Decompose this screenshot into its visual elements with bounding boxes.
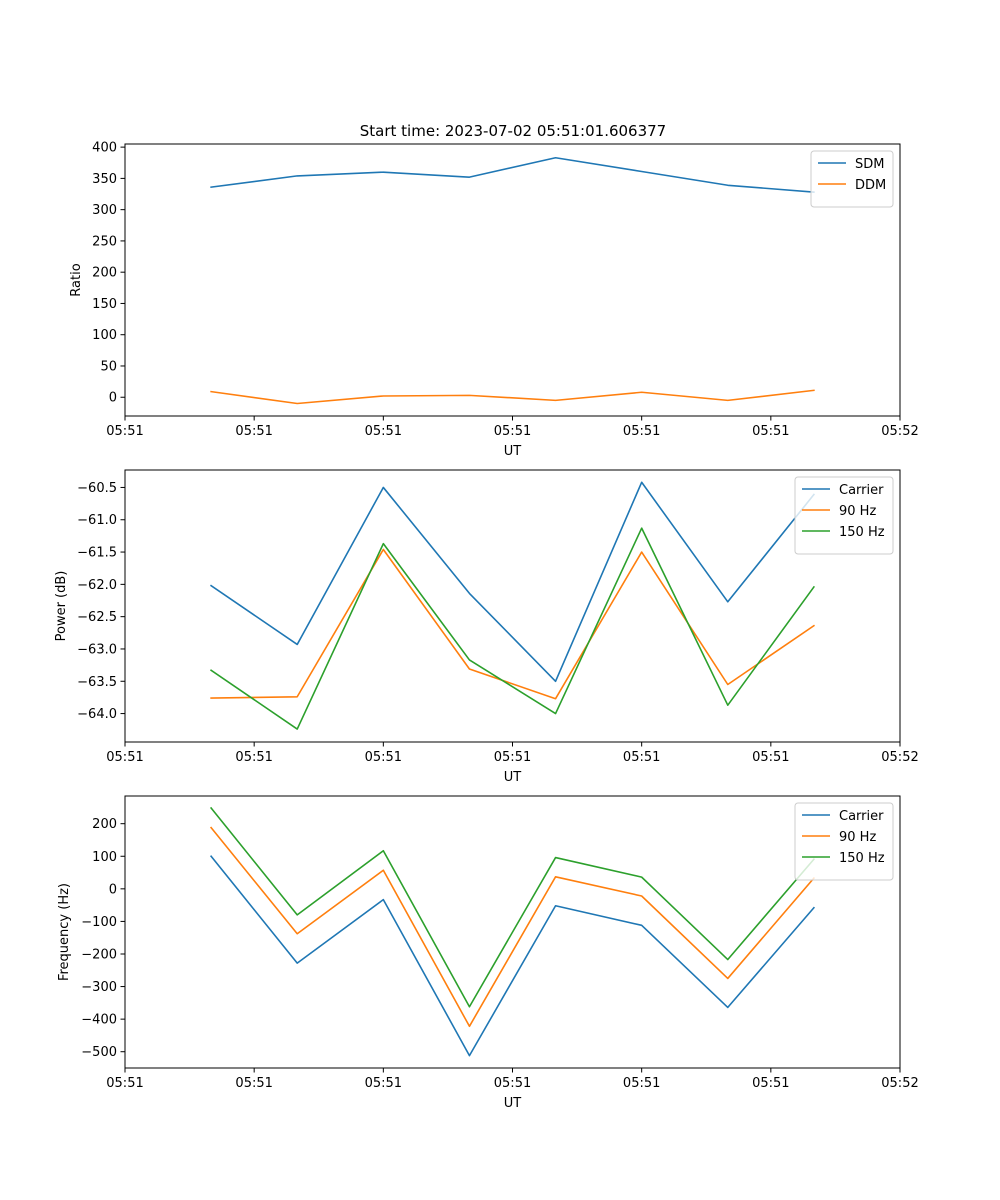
power-x-tick-label: 05:51: [365, 750, 402, 765]
ratio-y-tick-label: 0: [109, 391, 117, 406]
ratio-x-tick-label: 05:51: [623, 424, 660, 439]
frequency-y-tick-label: −400: [81, 1013, 117, 1028]
ratio-x-tick-label: 05:52: [881, 424, 918, 439]
power-x-axis-label: UT: [504, 770, 522, 785]
power-y-tick-label: −61.5: [77, 546, 117, 561]
ratio-x-tick-label: 05:51: [235, 424, 272, 439]
power-y-tick-label: −60.5: [77, 481, 117, 496]
frequency-y-tick-label: 200: [92, 817, 117, 832]
power-y-tick-label: −62.0: [77, 578, 117, 593]
frequency-x-axis-label: UT: [504, 1096, 522, 1111]
power-legend-label-carrier: Carrier: [839, 483, 884, 498]
frequency-x-tick-label: 05:51: [752, 1076, 789, 1091]
ratio-x-tick-label: 05:51: [365, 424, 402, 439]
frequency-series-150-hz-line: [209, 806, 816, 1008]
power-x-tick-label: 05:52: [881, 750, 918, 765]
panels: 05:51 05:51 05:51 05:51 05:51 05:51 05:52 0 50 10…: [54, 141, 919, 1111]
ratio-x-tick-label: 05:51: [106, 424, 143, 439]
ratio-plot-area: [125, 144, 900, 416]
frequency-y-tick-label: −300: [81, 980, 117, 995]
power-legend: Carrier 90 Hz 150 Hz: [794, 476, 894, 555]
frequency-legend-box: [794, 802, 894, 881]
frequency-x-tick-label: 05:52: [881, 1076, 918, 1091]
power-y-axis-label: Power (dB): [54, 571, 69, 642]
ratio-x-tick-label: 05:51: [494, 424, 531, 439]
frequency-series-90-hz-line: [209, 826, 816, 1028]
ratio-y-tick-label: 150: [92, 297, 117, 312]
power-series-90-hz-line: [210, 548, 816, 700]
power-y-tick-label: −63.5: [77, 675, 117, 690]
ratio-series-ddm-line: [210, 389, 815, 405]
frequency-legend: Carrier 90 Hz 150 Hz: [794, 802, 894, 881]
power-x-tick-label: 05:51: [106, 750, 143, 765]
frequency-legend-label-carrier: Carrier: [839, 809, 884, 824]
ratio-y-tick-label: 200: [92, 266, 117, 281]
ratio-y-axis-label: Ratio: [69, 263, 84, 296]
frequency-x-tick-label: 05:51: [235, 1076, 272, 1091]
frequency-y-tick-label: 100: [92, 850, 117, 865]
power-y-tick-label: −64.0: [77, 707, 117, 722]
ratio-y-tick-label: 400: [92, 141, 117, 156]
frequency-series-carrier-line: [209, 855, 816, 1057]
ratio-y-tick-label: 350: [92, 172, 117, 187]
frequency-legend-label-90-hz: 90 Hz: [839, 830, 876, 845]
figure-title: Start time: 2023-07-02 05:51:01.606377: [360, 122, 666, 140]
ratio-legend-label-sdm: SDM: [855, 157, 884, 172]
power-x-tick-label: 05:51: [235, 750, 272, 765]
power-y-tick-label: −63.0: [77, 642, 117, 657]
ratio-legend-label-ddm: DDM: [855, 178, 886, 193]
power-series-150-hz-line: [209, 527, 816, 730]
ratio-panel: 05:51 05:51 05:51 05:51 05:51 05:51 05:52 0 50 10…: [69, 141, 919, 459]
frequency-x-tick-label: 05:51: [623, 1076, 660, 1091]
frequency-y-axis-label: Frequency (Hz): [57, 883, 72, 981]
frequency-x-tick-label: 05:51: [494, 1076, 531, 1091]
frequency-y-tick-label: −200: [81, 947, 117, 962]
power-y-tick-label: −62.5: [77, 610, 117, 625]
power-panel: 05:51 05:51 05:51 05:51 05:51 05:51 05:52 −64.0…: [54, 469, 919, 785]
frequency-panel: 05:51 05:51 05:51 05:51 05:51 05:51 05:52 −500 −…: [57, 795, 919, 1111]
ratio-legend-box: [810, 150, 894, 208]
ratio-y-tick-label: 100: [92, 328, 117, 343]
ratio-y-tick-label: 50: [100, 359, 117, 374]
power-x-tick-label: 05:51: [752, 750, 789, 765]
frequency-x-tick-label: 05:51: [106, 1076, 143, 1091]
frequency-y-tick-label: −500: [81, 1045, 117, 1060]
ratio-legend: SDM DDM: [810, 150, 894, 208]
frequency-y-tick-label: −100: [81, 915, 117, 930]
power-legend-label-150-hz: 150 Hz: [839, 525, 885, 540]
power-y-tick-label: −61.0: [77, 513, 117, 528]
frequency-x-tick-label: 05:51: [365, 1076, 402, 1091]
ratio-y-tick-label: 300: [92, 203, 117, 218]
ratio-y-tick-label: 250: [92, 234, 117, 249]
frequency-legend-label-150-hz: 150 Hz: [839, 851, 885, 866]
power-x-tick-label: 05:51: [623, 750, 660, 765]
power-x-tick-label: 05:51: [494, 750, 531, 765]
frequency-y-tick-label: 0: [109, 882, 117, 897]
ratio-x-axis-label: UT: [504, 444, 522, 459]
power-legend-label-90-hz: 90 Hz: [839, 504, 876, 519]
ratio-x-tick-label: 05:51: [752, 424, 789, 439]
ratio-series-sdm-line: [210, 156, 815, 194]
power-legend-box: [794, 476, 894, 555]
power-series-carrier-line: [209, 481, 816, 683]
